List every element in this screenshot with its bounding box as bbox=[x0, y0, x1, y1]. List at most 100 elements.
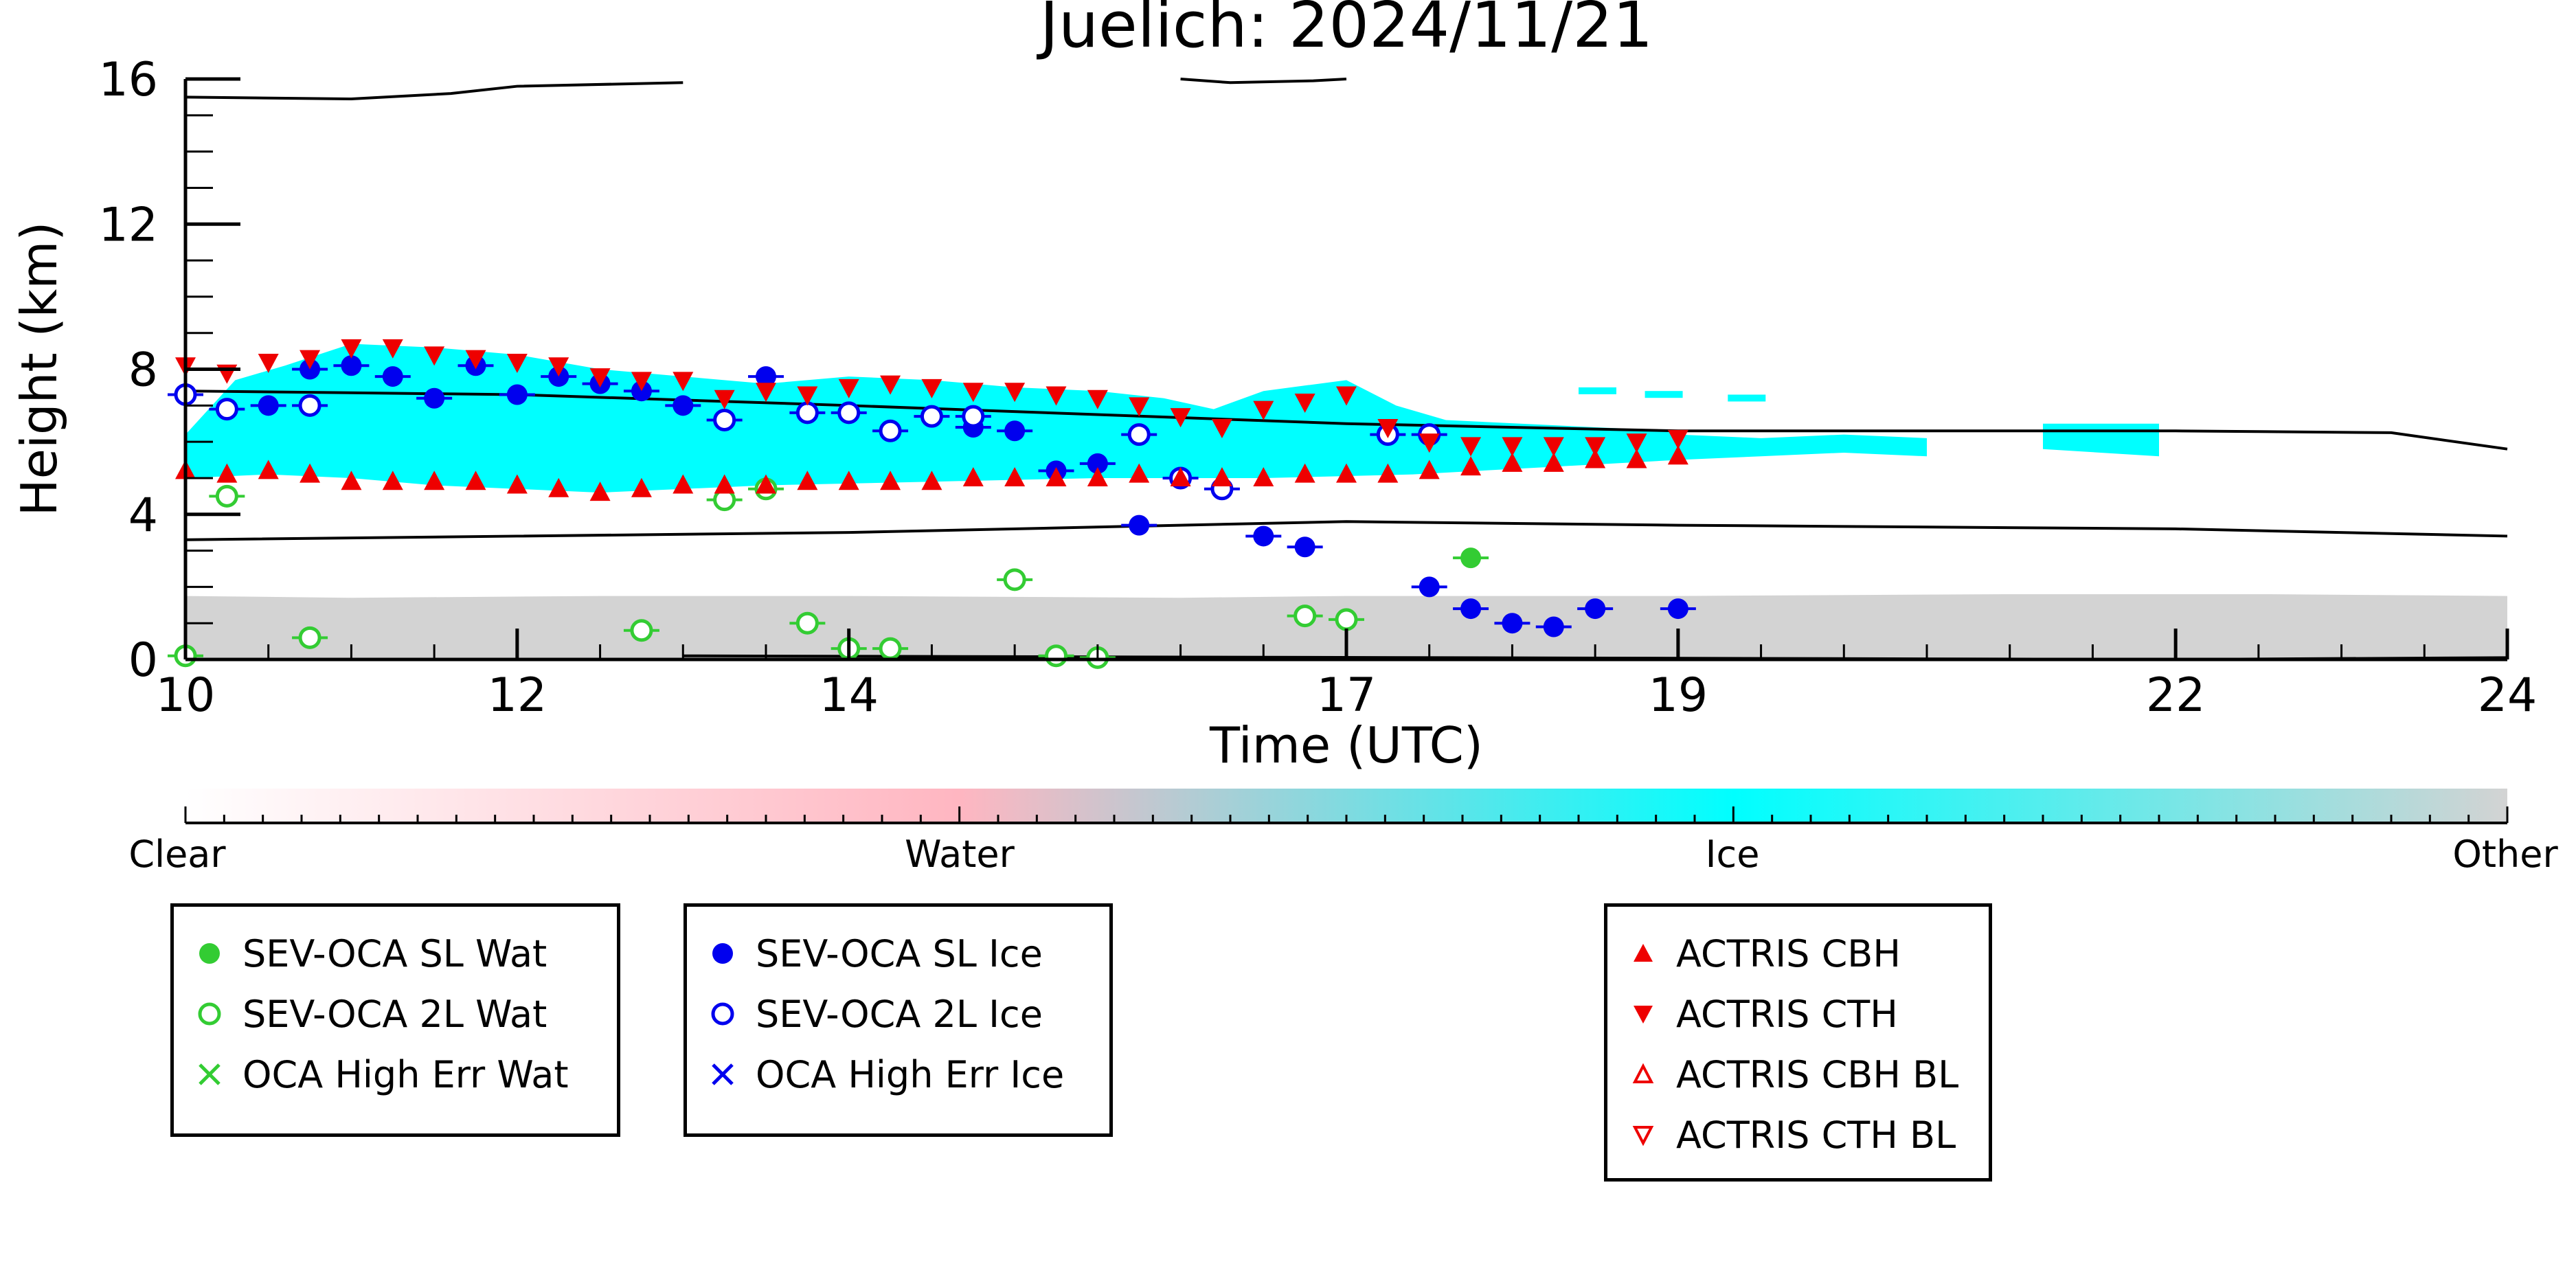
legend-entry: SEV-OCA SL Wat bbox=[189, 923, 602, 984]
data-point bbox=[341, 355, 362, 376]
data-point bbox=[921, 379, 942, 398]
filled-circle-icon bbox=[189, 933, 230, 974]
data-point bbox=[1003, 568, 1026, 591]
data-point bbox=[1046, 466, 1067, 486]
data-point bbox=[1004, 466, 1026, 486]
y-tick-label: 0 bbox=[128, 633, 158, 688]
data-point bbox=[1087, 389, 1108, 409]
height-line bbox=[185, 81, 683, 101]
legend-label: ACTRIS CTH BL bbox=[1676, 1113, 1956, 1157]
data-point bbox=[1087, 453, 1108, 474]
data-point bbox=[838, 471, 859, 490]
data-point bbox=[1336, 386, 1357, 406]
data-point bbox=[838, 379, 859, 398]
data-point bbox=[673, 372, 694, 392]
data-point bbox=[1543, 452, 1564, 472]
data-point bbox=[215, 398, 238, 421]
data-point bbox=[1046, 386, 1067, 406]
x-tick-label: 12 bbox=[488, 668, 547, 723]
data-point bbox=[298, 626, 321, 649]
data-point bbox=[424, 346, 445, 366]
data-point bbox=[1129, 397, 1150, 417]
legend-entry: ACTRIS CBH bbox=[1623, 923, 1974, 984]
data-point bbox=[258, 395, 279, 416]
data-point bbox=[258, 460, 279, 479]
data-point bbox=[465, 471, 486, 490]
data-markers bbox=[168, 339, 1696, 669]
ice-cloud-fragment bbox=[1579, 387, 1616, 394]
data-point bbox=[1419, 576, 1440, 598]
legend-entry: ACTRIS CTH BL bbox=[1623, 1105, 1974, 1165]
data-point bbox=[713, 408, 736, 431]
data-point bbox=[962, 383, 984, 403]
data-point bbox=[1667, 445, 1688, 465]
legend-label: ACTRIS CTH bbox=[1676, 992, 1898, 1036]
legend-label: SEV-OCA 2L Wat bbox=[242, 992, 547, 1036]
legend-entry: OCA High Err Wat bbox=[189, 1044, 602, 1105]
data-point bbox=[630, 619, 653, 642]
data-point bbox=[1626, 449, 1647, 468]
data-point bbox=[880, 375, 901, 395]
colorbar-label-other: Other bbox=[2452, 833, 2558, 876]
data-point bbox=[1460, 456, 1482, 476]
data-point bbox=[216, 463, 238, 483]
ice-cloud-region bbox=[1677, 434, 1927, 460]
data-point bbox=[1460, 437, 1482, 457]
colorbar-label-ice: Ice bbox=[1706, 833, 1760, 876]
data-point bbox=[382, 339, 403, 359]
data-point bbox=[880, 471, 901, 490]
data-point bbox=[879, 419, 902, 442]
legend-label: ACTRIS CBH bbox=[1676, 931, 1901, 975]
data-point bbox=[548, 477, 569, 497]
data-point bbox=[1045, 644, 1067, 668]
data-point bbox=[837, 401, 861, 425]
data-point bbox=[506, 353, 528, 373]
x-tick-label: 22 bbox=[2146, 668, 2206, 723]
data-point bbox=[424, 471, 445, 490]
data-point bbox=[673, 474, 694, 494]
data-point bbox=[1419, 433, 1440, 453]
data-point bbox=[1377, 419, 1399, 438]
data-point bbox=[1004, 383, 1026, 403]
data-point bbox=[506, 384, 528, 405]
data-point bbox=[714, 474, 735, 494]
legend-entry: ACTRIS CTH bbox=[1623, 984, 1974, 1044]
chart-title: Juelich: 2024/11/21 bbox=[1037, 0, 1653, 62]
data-point bbox=[548, 357, 569, 377]
data-point bbox=[797, 471, 818, 490]
data-point bbox=[216, 364, 238, 384]
colorbar-label-water: Water bbox=[905, 833, 1015, 876]
data-point bbox=[1211, 419, 1232, 438]
data-point bbox=[382, 471, 403, 490]
data-point bbox=[920, 405, 943, 428]
colorbar-label-clear: Clear bbox=[128, 833, 226, 876]
legend-water: SEV-OCA SL Wat SEV-OCA 2L Wat OCA High E… bbox=[170, 903, 620, 1137]
y-tick-label: 8 bbox=[128, 343, 158, 398]
legend-label: OCA High Err Wat bbox=[242, 1052, 569, 1096]
ice-cloud-fragment bbox=[1645, 391, 1683, 398]
data-point bbox=[1543, 437, 1564, 457]
legend-entry: OCA High Err Ice bbox=[702, 1044, 1094, 1105]
data-point bbox=[1502, 613, 1523, 634]
data-point bbox=[1004, 420, 1026, 442]
x-tick-label: 10 bbox=[156, 668, 216, 723]
data-point bbox=[1293, 605, 1317, 628]
open-circle-icon bbox=[702, 993, 743, 1035]
data-point bbox=[1460, 547, 1482, 569]
data-point bbox=[382, 366, 403, 387]
data-point bbox=[341, 339, 362, 359]
data-point bbox=[300, 350, 321, 370]
data-point bbox=[589, 482, 611, 501]
data-point bbox=[673, 395, 694, 416]
data-point bbox=[1253, 526, 1274, 547]
data-point bbox=[1253, 400, 1274, 420]
axis-ticks: 10 12 14 17 19 22 24 0 4 8 12 16 bbox=[98, 53, 2537, 723]
open-triangle-down-icon bbox=[1623, 1114, 1664, 1155]
data-point bbox=[714, 389, 735, 409]
legend-entry: SEV-OCA 2L Wat bbox=[189, 984, 602, 1044]
legend-label: SEV-OCA SL Wat bbox=[242, 931, 547, 975]
data-point bbox=[465, 350, 486, 370]
open-circle-icon bbox=[189, 993, 230, 1035]
data-point bbox=[1377, 463, 1399, 483]
